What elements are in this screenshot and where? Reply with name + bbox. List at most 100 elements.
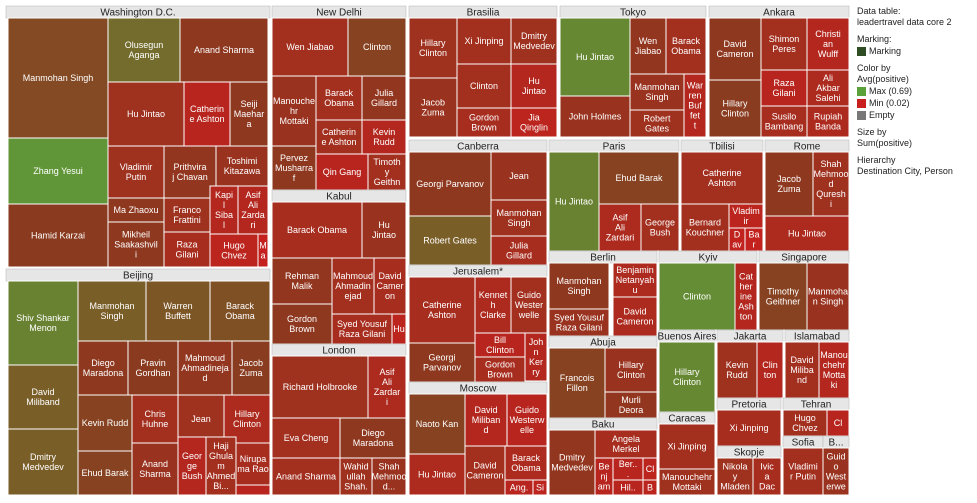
color-by-measure[interactable]: Avg(positive) [857, 74, 909, 84]
cell-jerusalem-georgi-parvanov[interactable] [408, 342, 476, 383]
cell-kabul-syed-yousuf-raza-gilani[interactable] [331, 313, 393, 345]
cell-baku-b[interactable] [642, 479, 658, 496]
cell-london-eva-cheng[interactable] [271, 417, 341, 459]
cell-washington-d-c-toshimi-kitazawa[interactable] [215, 145, 269, 187]
cell-washington-d-c-kapil-sibal[interactable] [209, 185, 239, 235]
cell-skopje-ivica-dac[interactable] [752, 457, 782, 496]
cell-abuja-murli-deora[interactable] [604, 391, 658, 419]
cell-new-delhi-pervez-musharraf[interactable] [271, 145, 317, 191]
cell-tokyo-robert-gates[interactable] [629, 109, 685, 138]
cell-ankara-rupiah-banda[interactable] [806, 105, 850, 138]
cell-beijing-blank[interactable] [235, 484, 271, 496]
cell-london-asif-ali-zardari[interactable] [367, 355, 407, 419]
cell-caracas-manouchehr-mottaki[interactable] [658, 468, 716, 496]
cell-washington-d-c-raza-gilani[interactable] [163, 231, 211, 268]
cell-beijing-barack-obama[interactable] [209, 280, 271, 342]
cell-buenos-aires-hillary-clinton[interactable] [658, 341, 716, 413]
cell-tokyo-barack-obama[interactable] [665, 17, 707, 75]
cell-paris-asif-ali-zardari[interactable] [598, 203, 642, 252]
cell-ankara-shimon-peres[interactable] [760, 17, 808, 71]
cell-berlin-syed-yousuf-raza-gilani[interactable] [548, 308, 610, 337]
cell-jerusalem-bill-clinton[interactable] [474, 332, 526, 358]
cell-jerusalem-catherine-ashton[interactable] [408, 276, 476, 344]
cell-washington-d-c-ma-zhaoxu[interactable] [107, 197, 165, 223]
cell-sofia-vladimir-putin[interactable] [782, 447, 824, 496]
cell-kabul-david-cameron[interactable] [373, 257, 407, 315]
size-by-measure[interactable]: Sum(positive) [857, 138, 913, 148]
cell-baku-dmitry-medvedev[interactable] [548, 429, 596, 496]
cell-beijing-manmohan-singh[interactable] [77, 280, 147, 342]
cell-beijing-jacob-zuma[interactable] [231, 340, 271, 396]
cell-kabul-gordon-brown[interactable] [271, 303, 333, 345]
cell-islamabad-manouchehr-mottaki[interactable] [818, 341, 850, 399]
cell-beijing-george-bush[interactable] [177, 436, 207, 496]
cell-moscow-barack-obama[interactable] [504, 445, 548, 481]
cell-washington-d-c-prithviraj-chavan[interactable] [163, 145, 217, 199]
cell-london-shah-mehmood[interactable] [371, 457, 407, 496]
cell-kyiv-clinton[interactable] [658, 262, 736, 331]
cell-new-delhi-timothy-geithner[interactable] [367, 153, 407, 191]
cell-beijing-ehud-barak[interactable] [77, 450, 133, 496]
cell-moscow-david-miliband[interactable] [464, 393, 508, 447]
hierarchy-value[interactable]: Destination City, Person [857, 166, 953, 176]
cell-brasilia-jacob-zuma[interactable] [408, 77, 458, 138]
cell-canberra-julia-gillard[interactable] [490, 235, 548, 266]
cell-abuja-francois-fillon[interactable] [548, 347, 606, 419]
cell-new-delhi-barack-obama[interactable] [315, 75, 363, 121]
cell-new-delhi-catherine-ashton[interactable] [315, 119, 363, 155]
cell-jakarta-kevin-rudd[interactable] [716, 341, 758, 399]
cell-new-delhi-wen-jiabao[interactable] [271, 17, 349, 77]
cell-jerusalem-guido-westerwelle[interactable] [510, 276, 548, 334]
cell-pretoria-xi-jinping[interactable] [716, 409, 782, 447]
cell-london-richard-holbrooke[interactable] [271, 355, 369, 419]
cell-london-wahidullah-shah[interactable] [339, 457, 373, 496]
cell-singapore-manmohan-singh[interactable] [806, 262, 850, 331]
cell-moscow-naoto-kan[interactable] [408, 393, 466, 455]
cell-kabul-barack-obama[interactable] [271, 201, 363, 259]
cell-washington-d-c-ma[interactable] [257, 233, 269, 268]
cell-beijing-david-miliband[interactable] [7, 364, 79, 430]
cell-new-delhi-julia-gillard[interactable] [361, 75, 407, 121]
cell-ankara-hillary-clinton[interactable] [708, 79, 762, 138]
cell-paris-george-bush[interactable] [640, 203, 680, 252]
cell-kabul-mahmoud-ahmadinejad[interactable] [331, 257, 375, 315]
cell-washington-d-c-mikheil-saakashvili[interactable] [107, 221, 165, 268]
cell-washington-d-c-manmohan-singh[interactable] [7, 17, 109, 139]
cell-tokyo-wen-jiabao[interactable] [629, 17, 667, 75]
cell-washington-d-c-asif-ali-zardari[interactable] [237, 185, 269, 235]
cell-ankara-david-cameron[interactable] [708, 17, 762, 81]
cell-tbilisi-bernard-kouchner[interactable] [680, 203, 730, 252]
cell-washington-d-c-seiji-maehara[interactable] [229, 81, 269, 147]
cell-abuja-hillary-clinton[interactable] [604, 347, 658, 393]
marking-legend-item[interactable]: Marking [857, 46, 975, 57]
cell-new-delhi-kevin-rudd[interactable] [361, 119, 407, 155]
cell-singapore-timothy-geithner[interactable] [758, 262, 808, 331]
cell-islamabad-david-miliband[interactable] [784, 341, 820, 399]
cell-beijing-diego-maradona[interactable] [77, 340, 129, 396]
cell-paris-hu-jintao[interactable] [548, 151, 600, 252]
cell-beijing-nirupama-rao[interactable] [235, 442, 271, 486]
cell-berlin-manmohan-singh[interactable] [548, 262, 610, 310]
cell-brasilia-xi-jinping[interactable] [456, 17, 512, 65]
cell-moscow-david-cameron[interactable] [464, 445, 506, 496]
cell-tokyo-warren-buffett[interactable] [683, 73, 707, 138]
cell-canberra-jean[interactable] [490, 151, 548, 201]
cell-washington-d-c-hugo-chvez[interactable] [209, 233, 259, 268]
cell-moscow-sil[interactable] [532, 479, 548, 496]
cell-brasilia-jia-qinglin[interactable] [510, 107, 558, 138]
cell-london-diego-maradona[interactable] [339, 417, 407, 459]
cell-ankara-susilo-bambang-yudhoy[interactable] [760, 105, 808, 138]
cell-beijing-warren-buffett[interactable] [145, 280, 211, 342]
cell-new-delhi-clinton[interactable] [347, 17, 407, 77]
cell-canberra-georgi-parvanov[interactable] [408, 151, 492, 217]
cell-beijing-jean[interactable] [177, 394, 225, 444]
cell-washington-d-c-hamid-karzai[interactable] [7, 203, 109, 268]
cell-paris-ehud-barak[interactable] [598, 151, 680, 205]
cell-kabul-rehman-malik[interactable] [271, 257, 333, 305]
data-table-name[interactable]: leadertravel data core 2 [857, 17, 952, 27]
cell-beijing-mahmoud-ahmadinejad[interactable] [177, 340, 233, 396]
cell-baku-angela-merkel[interactable] [594, 429, 658, 459]
cell-washington-d-c-olusegun-aganga[interactable] [107, 17, 181, 83]
cell-beijing-dmitry-medvedev[interactable] [7, 428, 79, 496]
cell-brasilia-gordon-brown[interactable] [456, 107, 512, 138]
